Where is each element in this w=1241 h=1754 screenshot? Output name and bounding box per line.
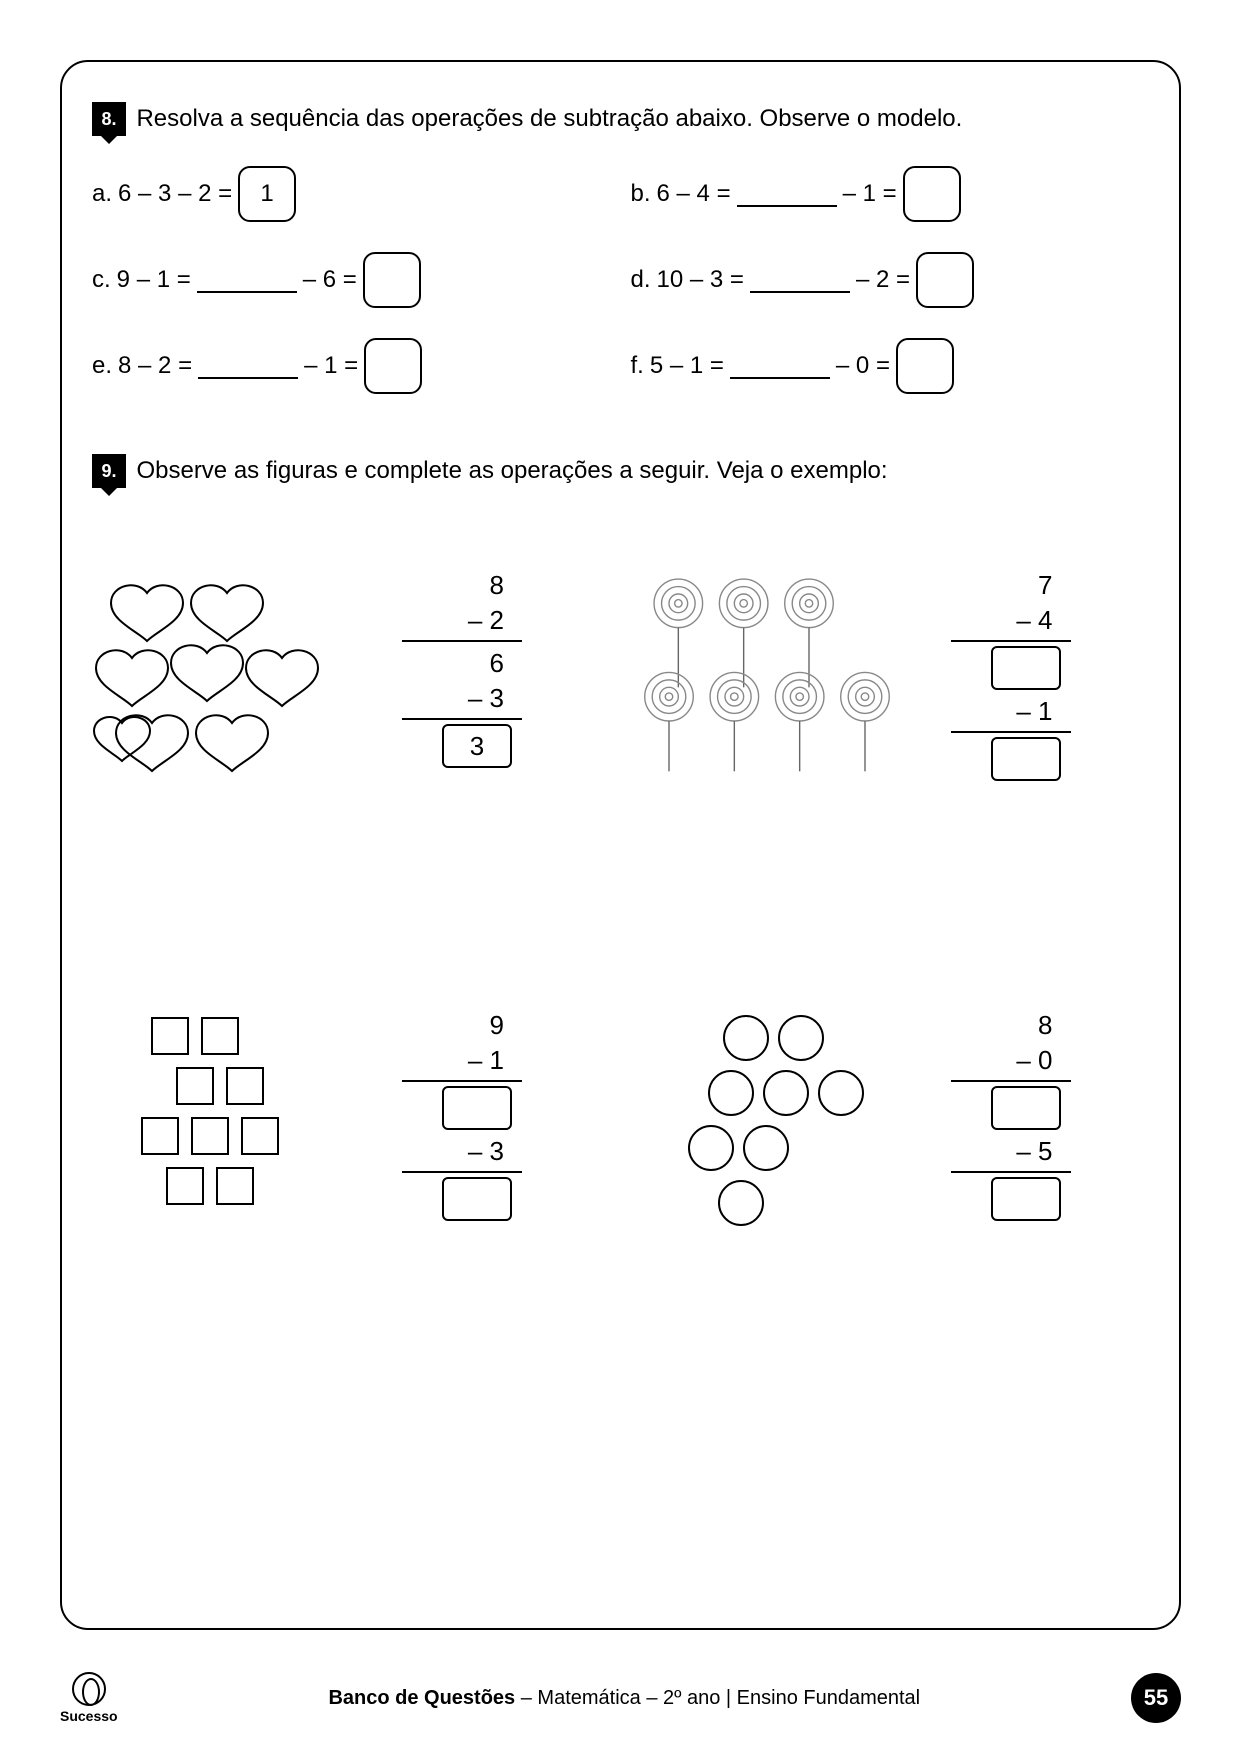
q8-c-blank[interactable] xyxy=(197,267,297,293)
lollies-mid-box[interactable] xyxy=(991,646,1061,690)
q8-b-part1: 6 – 4 = xyxy=(657,180,731,208)
footer-title-rest: – Matemática – 2º ano | Ensino Fundament… xyxy=(515,1687,920,1709)
q9-prompt: Observe as figuras e complete as operaçõ… xyxy=(136,457,887,484)
q8-b-answer-box[interactable] xyxy=(903,166,961,222)
rule xyxy=(951,1080,1071,1082)
q8-c-part1: 9 – 1 = xyxy=(117,266,191,294)
squares-icon xyxy=(92,1008,372,1228)
publisher-logo: Sucesso xyxy=(60,1672,118,1724)
q9-circles-calc: 8 – 0 – 5 xyxy=(951,1008,1071,1225)
q8-d-part1: 10 – 3 = xyxy=(657,266,744,294)
squares-mid-box[interactable] xyxy=(442,1086,512,1130)
q8-e-label: e. xyxy=(92,352,112,380)
q8-c-part2: – 6 = xyxy=(303,266,357,294)
circles-end-box[interactable] xyxy=(991,1177,1061,1221)
q8-f-answer-box[interactable] xyxy=(896,338,954,394)
q8-f-part2: – 0 = xyxy=(836,352,890,380)
q8-f-part1: 5 – 1 = xyxy=(650,352,724,380)
squares-start: 9 xyxy=(402,1008,522,1043)
q8-item-f: f. 5 – 1 = – 0 = xyxy=(631,338,1150,394)
hearts-sub2: – 3 xyxy=(402,681,522,716)
q8-item-a: a. 6 – 3 – 2 = 1 xyxy=(92,166,611,222)
squares-sub1: – 1 xyxy=(402,1043,522,1078)
q8-item-b: b. 6 – 4 = – 1 = xyxy=(631,166,1150,222)
lollies-start: 7 xyxy=(951,568,1071,603)
q8-d-blank[interactable] xyxy=(750,267,850,293)
circles-sub2: – 5 xyxy=(951,1134,1071,1169)
hearts-end-box[interactable]: 3 xyxy=(442,724,512,768)
q8-item-d: d. 10 – 3 = – 2 = xyxy=(631,252,1150,308)
q8-d-label: d. xyxy=(631,266,651,294)
rule xyxy=(951,731,1071,733)
q8-c-label: c. xyxy=(92,266,111,294)
hearts-start: 8 xyxy=(402,568,522,603)
lollies-end-box[interactable] xyxy=(991,737,1061,781)
lollies-sub2: – 1 xyxy=(951,694,1071,729)
globe-icon xyxy=(72,1672,106,1706)
rule xyxy=(951,640,1071,642)
squares-sub2: – 3 xyxy=(402,1134,522,1169)
hearts-mid: 6 xyxy=(402,646,522,681)
q8-a-answer-box[interactable]: 1 xyxy=(238,166,296,222)
q8-item-e: e. 8 – 2 = – 1 = xyxy=(92,338,611,394)
publisher-name: Sucesso xyxy=(60,1708,118,1724)
q9-cell-hearts: 8 – 2 6 – 3 3 xyxy=(92,568,601,788)
q8-b-label: b. xyxy=(631,180,651,208)
rule xyxy=(402,640,522,642)
hearts-icon xyxy=(92,568,372,788)
rule xyxy=(402,1171,522,1173)
rule xyxy=(951,1171,1071,1173)
q9-squares-calc: 9 – 1 – 3 xyxy=(402,1008,522,1225)
q9-cell-squares: 9 – 1 – 3 xyxy=(92,1008,601,1228)
q9-hearts-calc: 8 – 2 6 – 3 3 xyxy=(402,568,522,772)
footer-title-bold: Banco de Questões xyxy=(328,1687,515,1709)
q9-cell-lollies: 7 – 4 – 1 xyxy=(641,568,1150,788)
q8-f-blank[interactable] xyxy=(730,353,830,379)
q8-d-part2: – 2 = xyxy=(856,266,910,294)
page-footer: Sucesso Banco de Questões – Matemática –… xyxy=(0,1672,1241,1724)
q8-c-answer-box[interactable] xyxy=(363,252,421,308)
q8-e-part2: – 1 = xyxy=(304,352,358,380)
q8-b-blank[interactable] xyxy=(737,181,837,207)
footer-title: Banco de Questões – Matemática – 2º ano … xyxy=(118,1687,1131,1710)
q8-item-c: c. 9 – 1 = – 6 = xyxy=(92,252,611,308)
q8-grid: a. 6 – 3 – 2 = 1 b. 6 – 4 = – 1 = c. 9 –… xyxy=(92,166,1149,394)
rule xyxy=(402,1080,522,1082)
q9-lollies-calc: 7 – 4 – 1 xyxy=(951,568,1071,785)
rule xyxy=(402,718,522,720)
page-frame: 8. Resolva a sequência das operações de … xyxy=(60,60,1181,1630)
question-9: 9. Observe as figuras e complete as oper… xyxy=(92,454,1149,1228)
hearts-sub1: – 2 xyxy=(402,603,522,638)
q8-a-expr: 6 – 3 – 2 = xyxy=(118,180,232,208)
q8-d-answer-box[interactable] xyxy=(916,252,974,308)
squares-end-box[interactable] xyxy=(442,1177,512,1221)
lollies-sub1: – 4 xyxy=(951,603,1071,638)
q8-prompt: Resolva a sequência das operações de sub… xyxy=(136,105,962,132)
circles-sub1: – 0 xyxy=(951,1043,1071,1078)
q8-e-part1: 8 – 2 = xyxy=(118,352,192,380)
q9-cell-circles: 8 – 0 – 5 xyxy=(641,1008,1150,1228)
q9-badge: 9. xyxy=(92,454,126,488)
q8-f-label: f. xyxy=(631,352,644,380)
circles-icon xyxy=(641,1008,921,1228)
page-number: 55 xyxy=(1131,1673,1181,1723)
question-8: 8. Resolva a sequência das operações de … xyxy=(92,102,1149,394)
circles-start: 8 xyxy=(951,1008,1071,1043)
q8-b-part2: – 1 = xyxy=(843,180,897,208)
q8-a-label: a. xyxy=(92,180,112,208)
q8-e-blank[interactable] xyxy=(198,353,298,379)
q9-grid: 8 – 2 6 – 3 3 xyxy=(92,568,1149,1228)
q8-e-answer-box[interactable] xyxy=(364,338,422,394)
q8-badge: 8. xyxy=(92,102,126,136)
lollipop-icon xyxy=(641,568,921,788)
circles-mid-box[interactable] xyxy=(991,1086,1061,1130)
